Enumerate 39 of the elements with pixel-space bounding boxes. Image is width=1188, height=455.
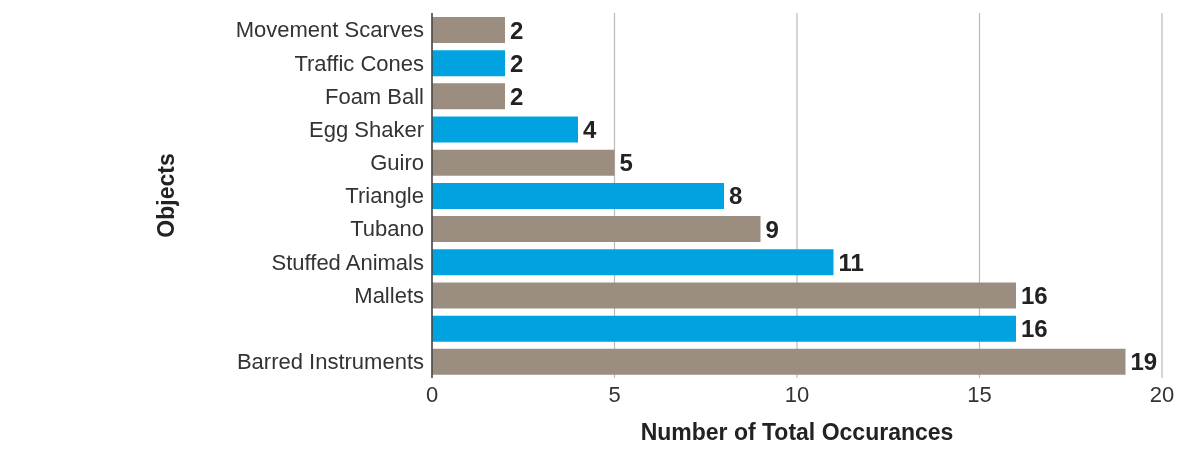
- x-tick-label: 0: [425, 381, 439, 407]
- bar: [432, 50, 505, 77]
- x-tick-label: 15: [967, 381, 992, 407]
- y-tick-label: Egg Shaker: [309, 116, 424, 142]
- x-axis-title: Number of Total Occurances: [640, 419, 954, 445]
- data-label: 4: [583, 116, 597, 144]
- data-label: 16: [1021, 281, 1048, 309]
- data-label: 11: [838, 248, 864, 276]
- y-tick-label: Mallets: [354, 282, 424, 308]
- data-label: 8: [729, 182, 743, 210]
- bar: [432, 116, 578, 143]
- x-tick-label: 10: [784, 381, 810, 407]
- y-tick-label: Stuffed Animals: [271, 249, 424, 275]
- bar: [432, 348, 1126, 375]
- y-tick-label: Triangle: [345, 183, 424, 209]
- x-tick-label: 5: [608, 381, 621, 407]
- data-label: 2: [510, 16, 524, 44]
- y-tick-label: Barred Instruments: [236, 349, 424, 375]
- bar: [432, 83, 505, 110]
- y-tick-label: Guiro: [370, 150, 424, 176]
- y-tick-label: Tubano: [350, 216, 424, 242]
- bar: [432, 17, 505, 43]
- bar: [432, 216, 761, 243]
- data-label: 19: [1130, 348, 1158, 376]
- bar: [432, 249, 834, 276]
- data-label: 2: [510, 49, 524, 77]
- x-tick-label: 20: [1149, 381, 1175, 407]
- bar: [432, 315, 1016, 342]
- bar: [432, 149, 615, 176]
- y-axis-title: Objects: [153, 153, 180, 238]
- data-label: 5: [619, 149, 633, 177]
- y-tick-label: Traffic Cones: [294, 50, 424, 76]
- data-label: 2: [510, 82, 524, 110]
- bar: [432, 282, 1016, 309]
- y-tick-label: Movement Scarves: [235, 17, 424, 43]
- bar: [432, 182, 724, 209]
- y-tick-label: Foam Ball: [324, 83, 424, 109]
- data-label: 16: [1021, 315, 1048, 343]
- data-label: 9: [765, 215, 779, 243]
